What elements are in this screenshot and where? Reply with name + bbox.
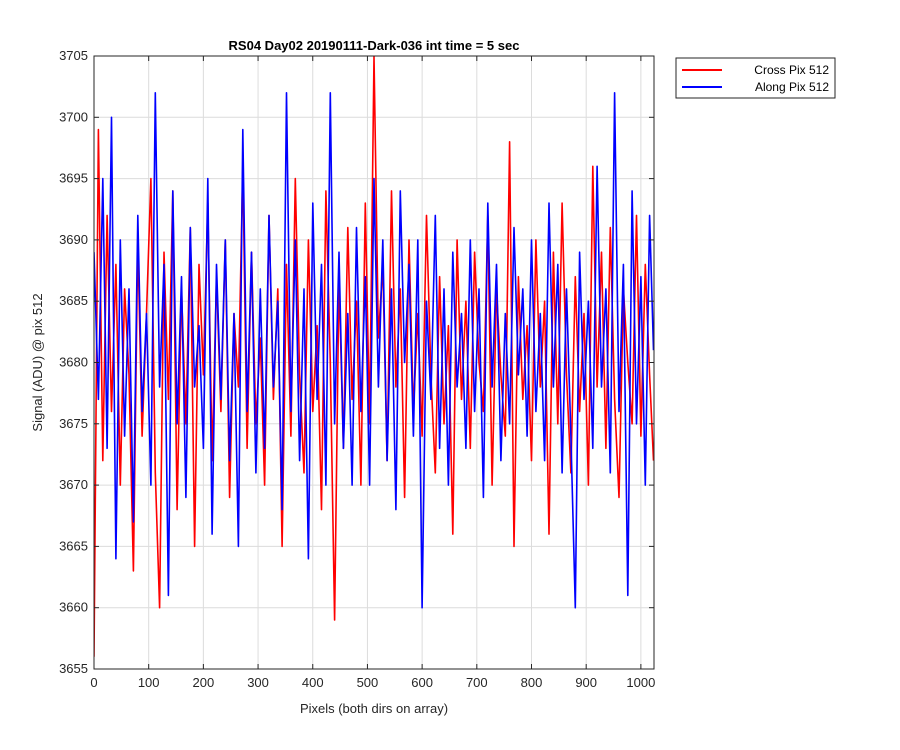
x-axis-label: Pixels (both dirs on array) bbox=[300, 701, 448, 716]
chart-title: RS04 Day02 20190111-Dark-036 int time = … bbox=[229, 38, 520, 53]
x-tick-label: 300 bbox=[247, 675, 269, 690]
y-axis-label: Signal (ADU) @ pix 512 bbox=[30, 293, 45, 431]
x-tick-label: 900 bbox=[575, 675, 597, 690]
y-tick-label: 3655 bbox=[59, 661, 88, 676]
y-tick-label: 3670 bbox=[59, 477, 88, 492]
x-tick-label: 200 bbox=[193, 675, 215, 690]
legend[interactable]: Cross Pix 512 Along Pix 512 bbox=[675, 57, 836, 99]
y-tick-label: 3700 bbox=[59, 109, 88, 124]
x-tick-label: 1000 bbox=[626, 675, 655, 690]
x-tick-label: 500 bbox=[357, 675, 379, 690]
y-tick-label: 3685 bbox=[59, 293, 88, 308]
series-line-1 bbox=[94, 92, 654, 609]
x-tick-label: 100 bbox=[138, 675, 160, 690]
legend-label-0: Cross Pix 512 bbox=[754, 63, 829, 77]
y-tick-label: 3675 bbox=[59, 416, 88, 431]
legend-box bbox=[675, 57, 836, 99]
y-tick-label: 3705 bbox=[59, 48, 88, 63]
legend-label-1: Along Pix 512 bbox=[755, 80, 829, 94]
y-tick-label: 3660 bbox=[59, 600, 88, 615]
x-tick-label: 600 bbox=[411, 675, 433, 690]
y-tick-label: 3695 bbox=[59, 171, 88, 186]
series-layer bbox=[94, 56, 654, 657]
ticks: 0 100 200 300 400 500 600 700 800 900 1000 3655 3660… bbox=[59, 48, 655, 690]
y-tick-label: 3690 bbox=[59, 232, 88, 247]
x-tick-label: 0 bbox=[90, 675, 97, 690]
x-tick-label: 800 bbox=[521, 675, 543, 690]
series-line-0 bbox=[94, 56, 654, 657]
x-tick-label: 700 bbox=[466, 675, 488, 690]
y-tick-label: 3665 bbox=[59, 538, 88, 553]
y-tick-label: 3680 bbox=[59, 355, 88, 370]
x-tick-label: 400 bbox=[302, 675, 324, 690]
